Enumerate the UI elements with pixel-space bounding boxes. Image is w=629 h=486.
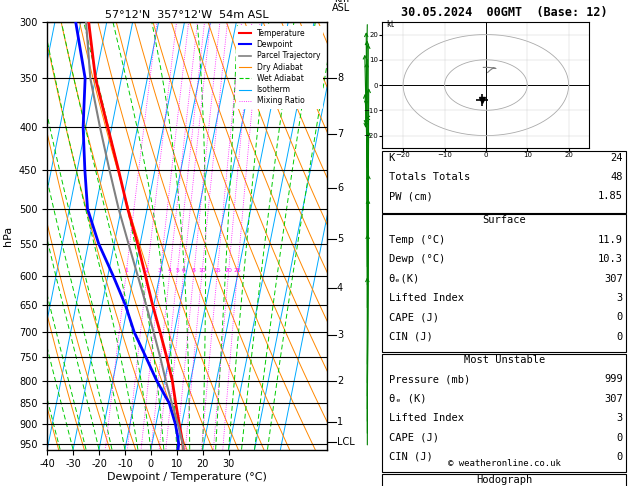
Y-axis label: hPa: hPa (3, 226, 13, 246)
Text: Totals Totals: Totals Totals (389, 172, 470, 182)
Text: Temp (°C): Temp (°C) (389, 235, 445, 245)
Text: 3: 3 (158, 268, 162, 274)
Text: 11.9: 11.9 (598, 235, 623, 245)
X-axis label: Dewpoint / Temperature (°C): Dewpoint / Temperature (°C) (107, 472, 267, 482)
Text: Lifted Index: Lifted Index (389, 293, 464, 303)
Text: PW (cm): PW (cm) (389, 191, 433, 202)
Text: 307: 307 (604, 394, 623, 404)
Text: 3: 3 (616, 293, 623, 303)
Text: 7: 7 (337, 129, 343, 139)
Text: 0: 0 (616, 312, 623, 323)
Text: 2: 2 (337, 376, 343, 386)
Text: 4: 4 (167, 268, 171, 274)
Text: θₑ(K): θₑ(K) (389, 274, 420, 284)
Text: Most Unstable: Most Unstable (464, 355, 545, 365)
Text: km
ASL: km ASL (332, 0, 350, 13)
Text: 0: 0 (616, 452, 623, 462)
Text: 8: 8 (337, 73, 343, 83)
Text: 48: 48 (610, 172, 623, 182)
Legend: Temperature, Dewpoint, Parcel Trajectory, Dry Adiabat, Wet Adiabat, Isotherm, Mi: Temperature, Dewpoint, Parcel Trajectory… (236, 26, 323, 108)
Text: 999: 999 (604, 374, 623, 384)
Text: 8: 8 (192, 268, 196, 274)
Text: 10.3: 10.3 (598, 254, 623, 264)
Text: 5: 5 (337, 234, 343, 244)
Text: 20: 20 (225, 268, 232, 274)
Text: 0: 0 (616, 332, 623, 342)
Text: Dewp (°C): Dewp (°C) (389, 254, 445, 264)
Text: 0: 0 (616, 433, 623, 443)
Text: 3: 3 (337, 330, 343, 340)
Text: 307: 307 (604, 274, 623, 284)
Text: 6: 6 (337, 183, 343, 193)
Text: 15: 15 (213, 268, 221, 274)
Text: 25: 25 (233, 268, 241, 274)
Text: CAPE (J): CAPE (J) (389, 312, 438, 323)
Text: θₑ (K): θₑ (K) (389, 394, 426, 404)
Text: 24: 24 (610, 153, 623, 163)
Text: 4: 4 (337, 282, 343, 293)
Text: Hodograph: Hodograph (476, 475, 532, 485)
Text: 1: 1 (337, 417, 343, 427)
Text: Pressure (mb): Pressure (mb) (389, 374, 470, 384)
Text: 30.05.2024  00GMT  (Base: 12): 30.05.2024 00GMT (Base: 12) (401, 6, 608, 19)
Text: Lifted Index: Lifted Index (389, 413, 464, 423)
Text: LCL: LCL (337, 437, 355, 447)
Text: 5: 5 (175, 268, 179, 274)
Text: 10: 10 (198, 268, 206, 274)
Text: kt: kt (387, 20, 394, 29)
Text: 6: 6 (181, 268, 186, 274)
Text: 1: 1 (124, 268, 128, 274)
Text: 3: 3 (616, 413, 623, 423)
Text: Surface: Surface (482, 215, 526, 226)
Text: K: K (389, 153, 395, 163)
Text: © weatheronline.co.uk: © weatheronline.co.uk (448, 459, 560, 469)
Title: 57°12'N  357°12'W  54m ASL: 57°12'N 357°12'W 54m ASL (105, 10, 269, 20)
Text: CIN (J): CIN (J) (389, 332, 433, 342)
Text: CAPE (J): CAPE (J) (389, 433, 438, 443)
Text: 1.85: 1.85 (598, 191, 623, 202)
Text: 2: 2 (145, 268, 149, 274)
Text: CIN (J): CIN (J) (389, 452, 433, 462)
